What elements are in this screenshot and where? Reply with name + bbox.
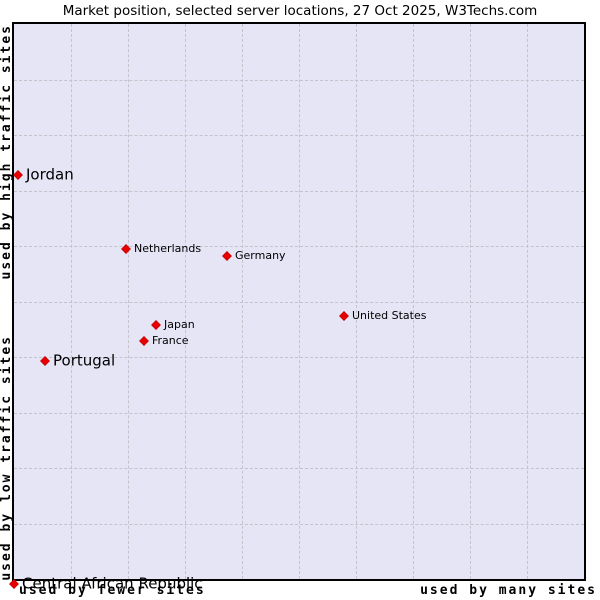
plot-area [12, 22, 586, 581]
gridline-horizontal [14, 468, 584, 469]
x-axis-label-fewer-sites: used by fewer sites [19, 583, 206, 598]
x-axis-label-many-sites: used by many sites [420, 583, 597, 598]
gridline-horizontal [14, 301, 584, 303]
chart-title: Market position, selected server locatio… [62, 3, 538, 19]
gridline-horizontal [14, 246, 584, 247]
data-point-central-african-republic [9, 579, 19, 589]
gridline-horizontal [14, 79, 584, 81]
gridline-horizontal [14, 412, 584, 414]
gridline-horizontal [14, 135, 584, 136]
y-axis-label-low-traffic: used by low traffic sites [0, 335, 14, 581]
gridline-horizontal [14, 523, 584, 525]
gridline-horizontal [14, 190, 584, 192]
y-axis-label-high-traffic: used by high traffic sites [0, 24, 14, 280]
gridline-horizontal [14, 357, 584, 358]
